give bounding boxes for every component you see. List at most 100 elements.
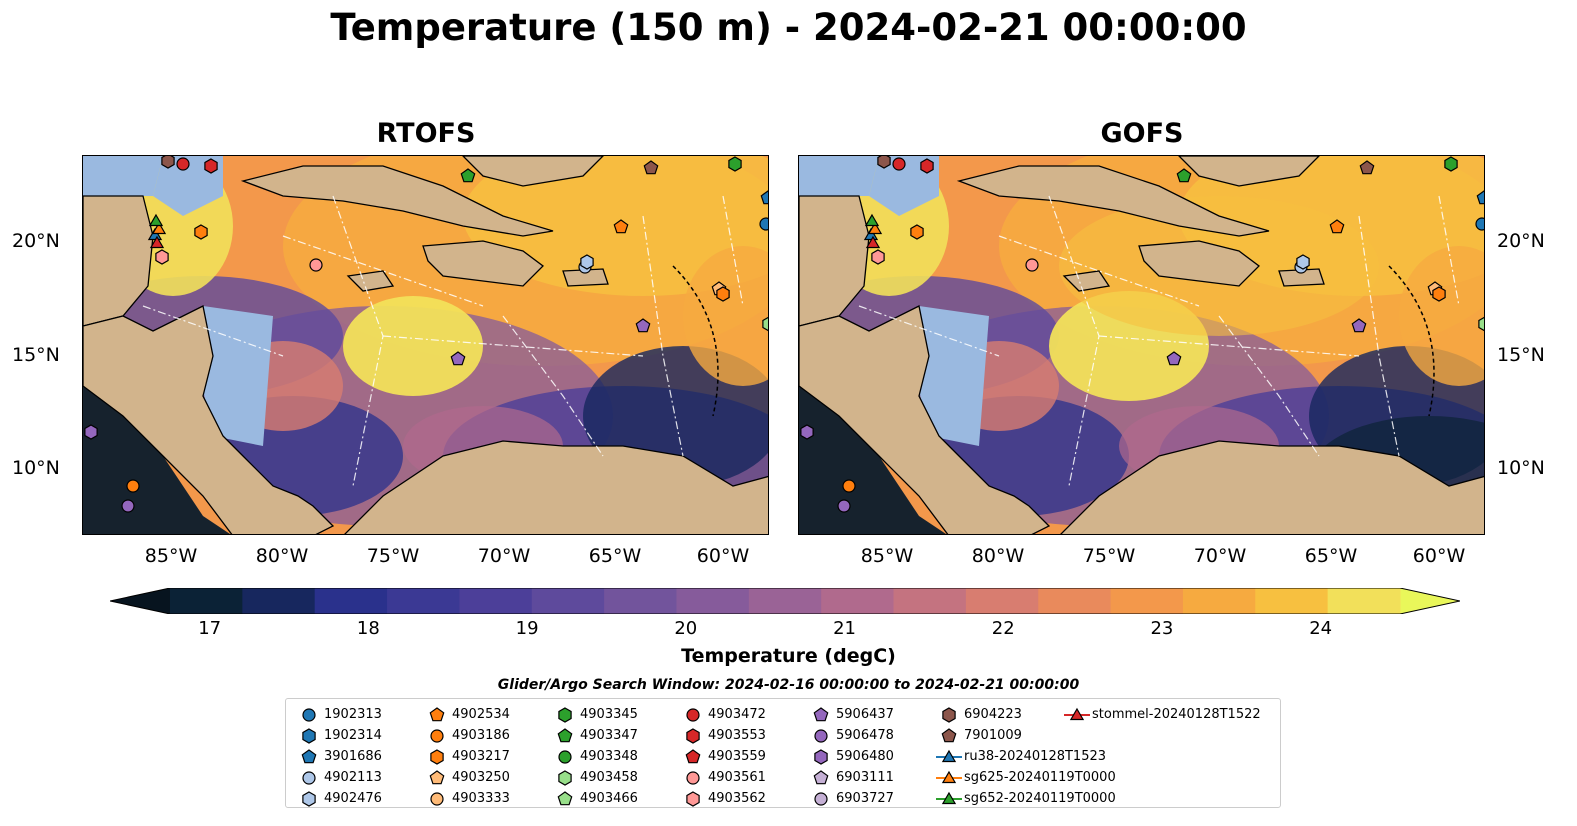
legend-item: 4903345 — [550, 704, 638, 725]
map-panel-rtofs[interactable] — [82, 155, 769, 535]
lon-label-80w-left: 80°W — [255, 545, 309, 567]
marker-stommel-20240128T1522[interactable] — [149, 235, 165, 249]
marker-4903472[interactable] — [176, 157, 190, 171]
marker-sg652-20240119T0000[interactable] — [148, 213, 164, 227]
marker-sg625-20240119T0000[interactable] — [867, 221, 883, 235]
marker-4903562[interactable] — [871, 249, 885, 265]
land-mass — [346, 270, 395, 292]
marker-4903472[interactable] — [892, 157, 906, 171]
marker-5906437[interactable] — [1166, 351, 1182, 366]
colorbar-segment — [170, 588, 243, 614]
legend-item: 4903458 — [550, 767, 638, 788]
pacific-water — [799, 386, 946, 534]
marker-1902313[interactable] — [1475, 217, 1485, 231]
colorbar-segment — [893, 588, 967, 614]
colorbar-tick-label: 22 — [991, 618, 1015, 639]
marker-7901009[interactable] — [1359, 160, 1375, 175]
marker-4902476[interactable] — [1296, 254, 1310, 270]
marker-1902313[interactable] — [759, 217, 769, 231]
marker-5906480[interactable] — [84, 424, 98, 440]
marker-4903553[interactable] — [920, 158, 934, 174]
marker-4903217[interactable] — [1432, 286, 1446, 302]
marker-5906478[interactable] — [121, 499, 135, 513]
colorbar-segment — [748, 588, 822, 614]
island-arc — [672, 265, 719, 417]
colorbar-segment — [1255, 588, 1329, 614]
marker-4903345[interactable] — [1444, 156, 1458, 172]
legend-item: 4903559 — [678, 746, 766, 767]
marker-4903561[interactable] — [1025, 258, 1039, 272]
marker-4902534[interactable] — [1329, 219, 1345, 234]
marker-5906478[interactable] — [837, 499, 851, 513]
lon-label-60w-left: 60°W — [696, 545, 750, 567]
shelf-water — [83, 156, 163, 196]
marker-6904223[interactable] — [161, 156, 175, 169]
marker-5906480[interactable] — [800, 424, 814, 440]
marker-4903347[interactable] — [460, 168, 476, 183]
panel-title-rtofs: RTOFS — [376, 118, 476, 149]
marker-3901686[interactable] — [760, 190, 769, 205]
legend-item-label: stommel-20240128T1522 — [1092, 707, 1261, 722]
legend-line-triangle-icon — [936, 749, 962, 763]
legend-line-triangle-icon — [1064, 707, 1090, 721]
temperature-field-region — [343, 296, 483, 396]
legend-item-label: 4903466 — [580, 791, 638, 806]
legend-item-label: 4902534 — [452, 707, 510, 722]
land-mass — [1138, 240, 1260, 287]
marker-5906437[interactable] — [1351, 318, 1367, 333]
marker-4903217[interactable] — [716, 286, 730, 302]
marker-4903458[interactable] — [762, 316, 769, 332]
legend-hexagon-icon — [302, 791, 316, 807]
marker-4903217[interactable] — [910, 224, 924, 240]
legend-line-triangle-icon — [936, 770, 962, 784]
legend-circle-icon — [430, 729, 444, 743]
lon-label-75w-right: 75°W — [1082, 545, 1136, 567]
marker-4903562[interactable] — [155, 249, 169, 265]
legend-hexagon-icon — [558, 707, 572, 723]
legend-hexagon-icon — [942, 707, 956, 723]
legend-item-label: 4902113 — [324, 770, 382, 785]
marker-4903458[interactable] — [1478, 316, 1485, 332]
legend-pentagon-icon — [813, 707, 829, 722]
legend-circle-icon — [430, 792, 444, 806]
marker-4903553[interactable] — [204, 158, 218, 174]
marker-6904223[interactable] — [877, 156, 891, 169]
legend-item-label: 4903553 — [708, 728, 766, 743]
marker-4903186[interactable] — [126, 479, 140, 493]
colorbar-tick-label: 17 — [198, 618, 222, 639]
marker-sg625-20240119T0000[interactable] — [151, 221, 167, 235]
marker-7901009[interactable] — [643, 160, 659, 175]
lon-label-85w-right: 85°W — [860, 545, 914, 567]
marker-3901686[interactable] — [1476, 190, 1485, 205]
marker-4902534[interactable] — [613, 219, 629, 234]
legend-pentagon-icon — [429, 770, 445, 785]
legend-item-label: 6903727 — [836, 791, 894, 806]
marker-4903561[interactable] — [309, 258, 323, 272]
marker-5906437[interactable] — [450, 351, 466, 366]
marker-sg652-20240119T0000[interactable] — [864, 213, 880, 227]
legend-item: 4903472 — [678, 704, 766, 725]
legend-item: 7901009 — [934, 725, 1022, 746]
marker-4902476[interactable] — [580, 254, 594, 270]
legend-item-label: 5906480 — [836, 749, 894, 764]
eez-boundary — [282, 235, 484, 307]
legend-item-label: sg625-20240119T0000 — [964, 770, 1116, 785]
map-panel-gofs[interactable] — [798, 155, 1485, 535]
marker-4903345[interactable] — [728, 156, 742, 172]
legend-item-label: 5906478 — [836, 728, 894, 743]
legend-circle-icon — [686, 708, 700, 722]
marker-4903347[interactable] — [1176, 168, 1192, 183]
colorbar-segment — [531, 588, 605, 614]
legend-item-label: 1902314 — [324, 728, 382, 743]
marker-5906437[interactable] — [635, 318, 651, 333]
marker-4903217[interactable] — [194, 224, 208, 240]
legend-item-label: 4903472 — [708, 707, 766, 722]
map-rtofs-canvas — [83, 156, 769, 534]
eez-boundary — [1358, 215, 1400, 457]
marker-stommel-20240128T1522[interactable] — [865, 235, 881, 249]
figure-title: Temperature (150 m) - 2024-02-21 00:00:0… — [330, 6, 1247, 49]
legend-item: 4903347 — [550, 725, 638, 746]
land-mass — [344, 440, 768, 534]
marker-4903186[interactable] — [842, 479, 856, 493]
lon-label-70w-right: 70°W — [1193, 545, 1247, 567]
